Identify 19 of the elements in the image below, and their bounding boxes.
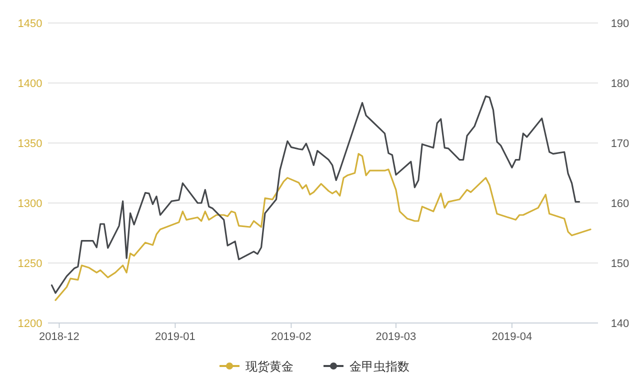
legend-label: 金甲虫指数 [350,360,410,374]
legend-label: 现货黄金 [246,360,294,374]
y-tick-label: 1400 [18,78,42,90]
y-tick-label: 1350 [18,138,42,150]
y2-tick-label: 180 [610,78,630,90]
x-tick-label: 2018-12 [39,331,80,343]
y2-tick-label: 160 [610,198,630,210]
x-tick-label: 2019-03 [376,331,416,343]
y-tick-label: 1250 [18,258,42,270]
x-tick-label: 2019-01 [155,331,196,343]
y2-tick-label: 170 [610,138,630,150]
y2-tick-label: 190 [610,18,630,30]
x-tick-label: 2019-02 [271,331,312,343]
y2-tick-label: 140 [610,318,630,330]
y-tick-label: 1300 [18,198,42,210]
y-tick-label: 1200 [18,318,42,330]
x-tick-label: 2019-04 [492,331,532,343]
y2-tick-label: 150 [610,258,630,270]
y-tick-label: 1450 [18,18,42,30]
